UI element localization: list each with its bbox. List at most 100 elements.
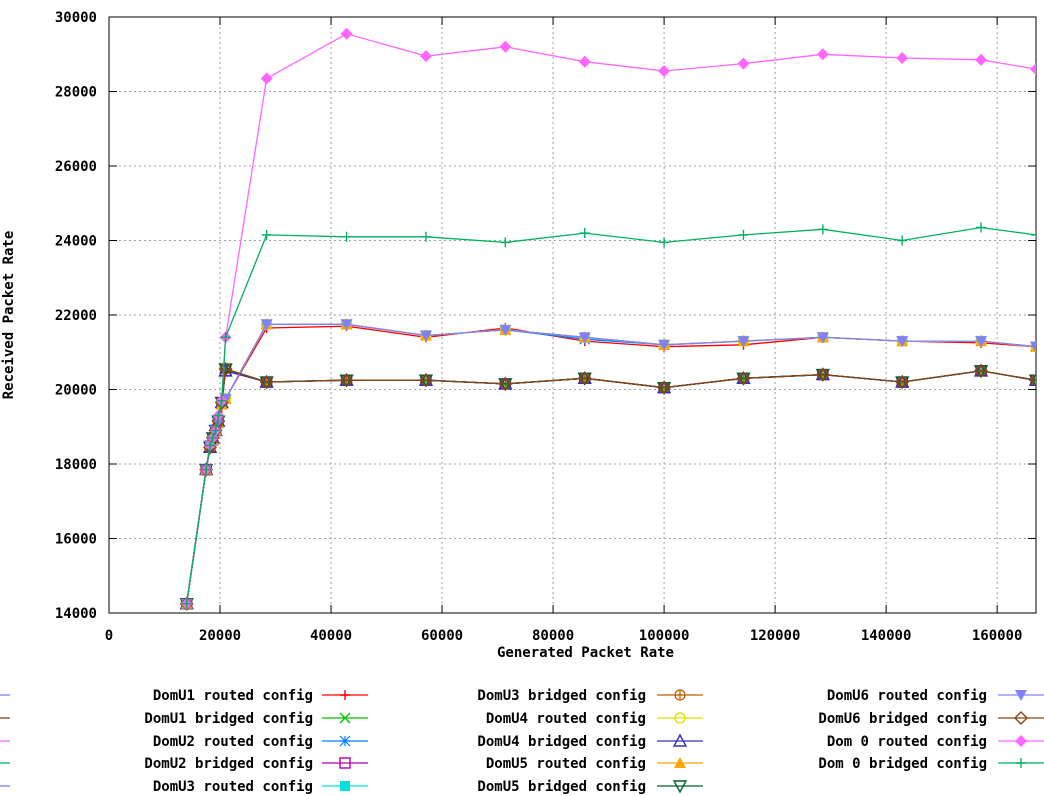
data-point — [419, 50, 432, 63]
legend-label: DomU6 routed config — [827, 688, 987, 704]
data-point — [418, 373, 433, 388]
y-tick-label: 30000 — [55, 10, 97, 26]
data-point — [419, 330, 432, 342]
x-tick-label: 60000 — [421, 628, 463, 644]
data-point — [1030, 341, 1036, 353]
x-tick-label: 140000 — [861, 628, 912, 644]
data-point — [340, 27, 353, 40]
data-point — [213, 410, 224, 421]
y-tick-label: 22000 — [55, 308, 97, 324]
legend-marker — [339, 757, 351, 769]
data-point — [1030, 63, 1036, 76]
data-point — [656, 381, 672, 396]
series-line — [186, 368, 1036, 604]
y-tick-label: 14000 — [55, 606, 97, 622]
x-tick-label: 80000 — [532, 628, 574, 644]
data-point — [579, 228, 590, 239]
data-point — [896, 51, 909, 64]
y-tick-label: 20000 — [55, 383, 97, 399]
legend-marker — [674, 689, 686, 701]
series-line — [186, 368, 1036, 604]
data-point — [815, 367, 830, 382]
data-point — [817, 224, 828, 235]
data-point — [340, 319, 353, 331]
x-tick-label: 120000 — [750, 628, 801, 644]
y-axis-label: Received Packet Rate — [1, 231, 17, 400]
legend-marker — [340, 690, 350, 700]
legend-label: DomU1 routed config — [153, 688, 313, 704]
data-point — [260, 319, 273, 331]
series-12 — [180, 27, 1036, 610]
legend-marker — [672, 780, 688, 794]
data-point — [974, 363, 989, 378]
data-point — [736, 371, 751, 386]
legend-label: Dom 0 bridged config — [818, 756, 987, 772]
data-point — [218, 362, 233, 377]
data-point — [260, 72, 273, 85]
plot-frame — [108, 16, 1037, 614]
data-point — [975, 53, 988, 66]
data-point — [220, 332, 231, 343]
data-point — [976, 222, 987, 233]
grid — [109, 17, 1036, 613]
data-point — [339, 373, 354, 388]
data-point — [498, 378, 513, 392]
series-9 — [179, 363, 1036, 612]
legend-marker — [1016, 758, 1026, 768]
data-point — [816, 48, 829, 61]
legend-label: DomU4 bridged config — [477, 734, 646, 750]
legend-marker — [339, 712, 351, 724]
axes: 14000 16000 18000 20000 22000 24000 26000 28000… — [55, 10, 1037, 644]
data-point — [658, 65, 671, 78]
data-point — [737, 57, 750, 70]
legend-label: DomU3 routed config — [153, 779, 313, 795]
data-point — [181, 598, 192, 609]
legend-marker — [674, 757, 686, 768]
series-line — [186, 33, 1036, 604]
data-point — [895, 375, 910, 390]
x-tick-label: 0 — [105, 628, 113, 644]
legend-marker — [1015, 735, 1027, 747]
legend-marker — [1014, 711, 1028, 725]
x-axis-label: Generated Packet Rate — [497, 645, 674, 661]
data-point — [738, 229, 749, 240]
legend-label: DomU6 bridged config — [818, 711, 987, 727]
data-point — [499, 324, 512, 336]
series-13 — [181, 222, 1036, 609]
x-tick-label: 100000 — [639, 628, 690, 644]
data-point — [498, 376, 513, 391]
data-point — [261, 229, 272, 240]
data-point — [259, 375, 274, 390]
y-tick-label: 16000 — [55, 532, 97, 548]
series-line — [186, 370, 1036, 604]
data-point — [420, 231, 431, 242]
data-point — [211, 414, 226, 429]
data-point — [500, 237, 511, 248]
data-point — [205, 440, 216, 451]
legend-label: DomU5 routed config — [486, 756, 646, 772]
data-point — [578, 332, 591, 344]
data-point — [1031, 229, 1036, 240]
data-point — [577, 371, 592, 386]
series-5 — [181, 363, 1036, 610]
y-tick-label: 18000 — [55, 457, 97, 473]
legend-marker — [339, 735, 351, 747]
data-point — [201, 464, 212, 475]
data-point — [816, 332, 829, 344]
legend-label: Dom 0 routed config — [827, 734, 987, 750]
data-point — [341, 231, 352, 242]
data-point — [896, 336, 909, 348]
series-0 — [181, 321, 1036, 609]
series-1 — [181, 363, 1036, 610]
data-point — [216, 395, 227, 406]
series-line — [186, 226, 1036, 604]
series-line — [186, 370, 1036, 604]
data-point — [1029, 373, 1036, 388]
legend-label: DomU4 routed config — [486, 711, 646, 727]
y-tick-label: 28000 — [55, 85, 97, 101]
legend-marker — [1015, 690, 1027, 701]
data-point — [499, 40, 512, 53]
series-7 — [179, 363, 1036, 610]
data-point — [207, 432, 218, 443]
